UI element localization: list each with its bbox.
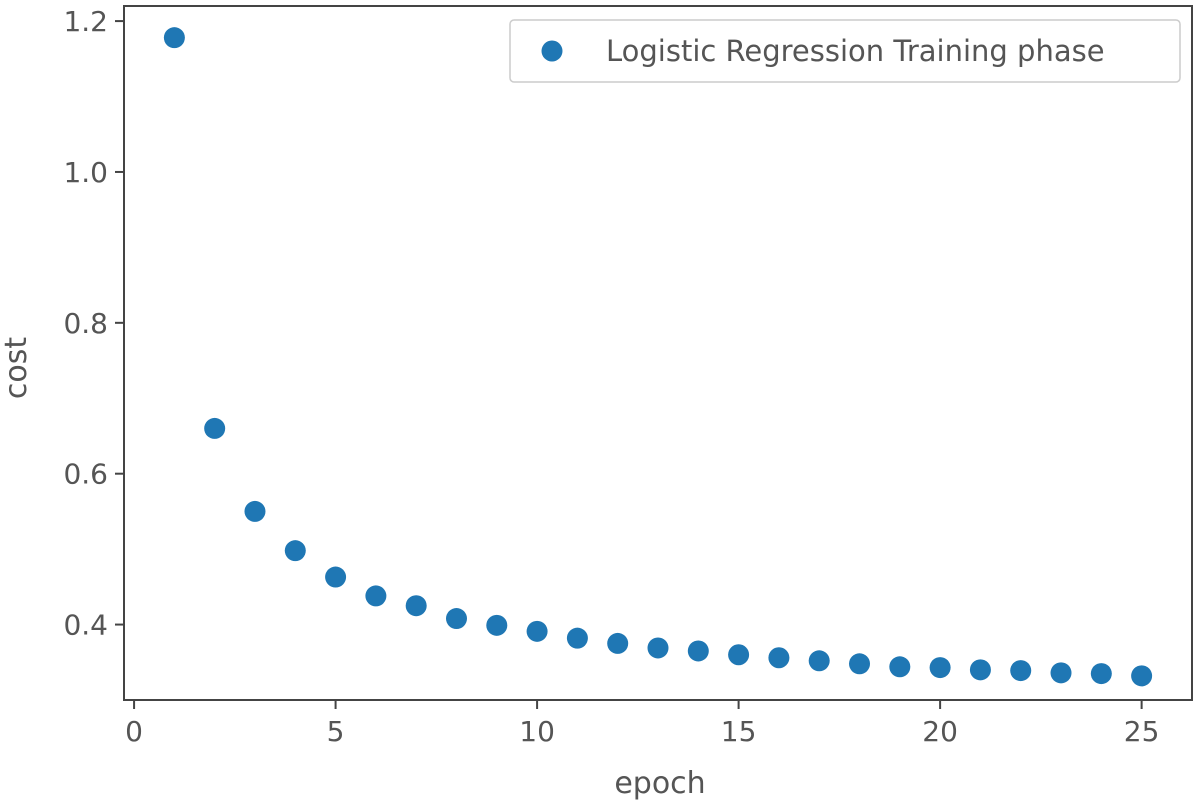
data-point — [1050, 662, 1072, 684]
data-point — [486, 614, 508, 636]
data-point — [647, 637, 669, 659]
x-tick-label: 20 — [922, 715, 958, 748]
legend: Logistic Regression Training phase — [509, 19, 1181, 83]
data-point — [566, 627, 588, 649]
y-tick-label: 0.4 — [63, 609, 108, 642]
y-axis-ticks: 0.4 0.6 0.8 1.0 1.2 — [63, 5, 124, 642]
y-axis-label: cost — [0, 337, 34, 399]
data-point — [405, 595, 427, 617]
legend-label: Logistic Regression Training phase — [606, 34, 1105, 68]
plot-frame — [123, 5, 1193, 701]
y-tick-label: 0.8 — [63, 307, 108, 340]
x-tick-label: 15 — [721, 715, 757, 748]
data-point — [244, 500, 266, 522]
data-point — [768, 647, 790, 669]
data-point — [849, 653, 871, 675]
data-point — [325, 566, 347, 588]
data-point — [889, 656, 911, 678]
x-tick-label: 10 — [519, 715, 555, 748]
x-tick-label: 25 — [1124, 715, 1160, 748]
data-point — [808, 650, 830, 672]
y-tick-label: 0.6 — [63, 458, 108, 491]
data-point — [163, 27, 185, 49]
data-point — [929, 657, 951, 679]
x-tick-label: 0 — [125, 715, 143, 748]
data-points — [163, 27, 1153, 687]
data-point — [365, 585, 387, 607]
legend-marker — [541, 40, 563, 62]
y-tick-label: 1.0 — [63, 156, 108, 189]
data-point — [526, 620, 548, 642]
plot-area — [123, 5, 1193, 701]
data-point — [1010, 660, 1032, 682]
x-axis-label: epoch — [614, 766, 705, 801]
data-point — [728, 644, 750, 666]
x-axis-ticks: 0 5 10 15 20 25 — [125, 700, 1159, 748]
data-point — [1090, 663, 1112, 685]
data-point — [969, 659, 991, 681]
y-tick-label: 1.2 — [63, 5, 108, 38]
legend-box — [509, 19, 1181, 83]
data-point — [1131, 665, 1153, 687]
data-point — [445, 608, 467, 630]
data-point — [607, 632, 629, 654]
data-point — [204, 417, 226, 439]
data-point — [284, 540, 306, 562]
x-tick-label: 5 — [327, 715, 345, 748]
data-point — [687, 640, 709, 662]
